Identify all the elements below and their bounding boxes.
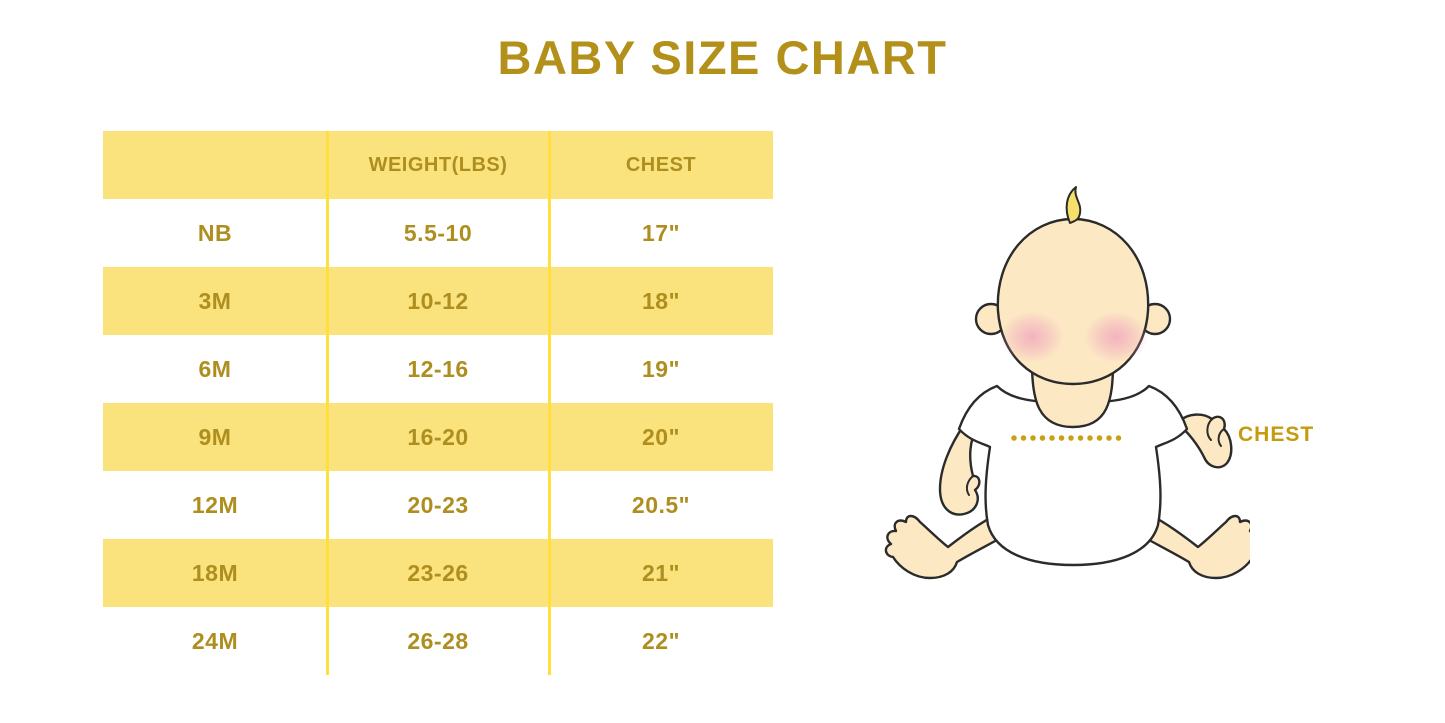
chest-cell: 20" [642, 423, 680, 450]
size-cell: 18M [191, 559, 239, 586]
column-divider [548, 131, 551, 675]
weight-cell: 12-16 [407, 355, 469, 382]
table-row: 3M 10-12 18" [103, 267, 773, 335]
weight-cell: 26-28 [407, 627, 469, 654]
baby-arms [938, 413, 1233, 516]
chest-cell: 18" [642, 287, 680, 314]
baby-blush-right [1084, 311, 1148, 363]
baby-blush-left [1000, 311, 1064, 363]
size-cell: 6M [198, 355, 232, 382]
size-cell: 9M [198, 423, 232, 450]
weight-cell: 20-23 [407, 491, 469, 518]
baby-hair-curl [1065, 186, 1082, 224]
table-row: 18M 23-26 21" [103, 539, 773, 607]
size-table: WEIGHT(LBS) CHEST NB 5.5-10 17" 3M 10-12… [103, 131, 773, 675]
chest-cell: 21" [642, 559, 680, 586]
baby-onesie [957, 384, 1189, 567]
chest-cell: 17" [642, 219, 680, 246]
chest-cell: 19" [642, 355, 680, 382]
table-row: 24M 26-28 22" [103, 607, 773, 675]
weight-cell: 10-12 [407, 287, 469, 314]
chest-cell: 22" [642, 627, 680, 654]
header-size-cell [103, 131, 327, 199]
size-cell: 12M [191, 491, 239, 518]
weight-cell: 16-20 [407, 423, 469, 450]
weight-cell: 5.5-10 [403, 219, 473, 246]
table-row: 6M 12-16 19" [103, 335, 773, 403]
header-weight-cell: WEIGHT(LBS) [368, 153, 508, 176]
table-header-row: WEIGHT(LBS) CHEST [103, 131, 773, 199]
table-row: NB 5.5-10 17" [103, 199, 773, 267]
size-cell: 24M [191, 627, 239, 654]
baby-illustration [884, 186, 1250, 580]
table-row: 12M 20-23 20.5" [103, 471, 773, 539]
baby-legs [884, 505, 1250, 580]
column-divider [326, 131, 329, 675]
size-cell: NB [197, 219, 233, 246]
size-cell: 3M [198, 287, 232, 314]
weight-cell: 23-26 [407, 559, 469, 586]
table-row: 9M 16-20 20" [103, 403, 773, 471]
header-chest-cell: CHEST [625, 153, 697, 176]
chest-cell: 20.5" [631, 491, 691, 518]
page-title: BABY SIZE CHART [497, 31, 948, 84]
chest-measure-label: CHEST [1238, 423, 1315, 446]
